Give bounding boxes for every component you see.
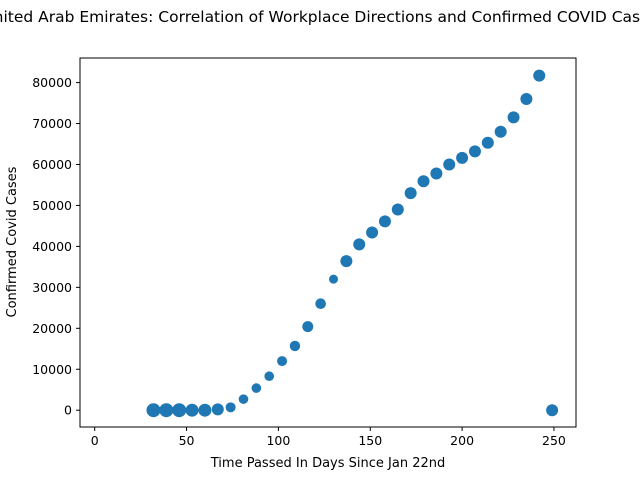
data-point xyxy=(443,158,456,171)
y-axis-ticks: 0 10000 20000 30000 40000 50000 60000 70000 8000… xyxy=(32,75,80,418)
y-tick-label: 80000 xyxy=(32,75,72,90)
x-tick-label: 200 xyxy=(450,433,474,448)
data-point xyxy=(289,340,301,352)
data-point xyxy=(146,403,161,418)
x-tick-label: 250 xyxy=(542,433,566,448)
data-points xyxy=(146,69,559,418)
data-point xyxy=(391,203,404,216)
data-point xyxy=(430,167,443,180)
y-tick-label: 40000 xyxy=(32,239,72,254)
x-tick-label: 0 xyxy=(91,433,99,448)
data-point xyxy=(264,371,275,382)
y-tick-label: 10000 xyxy=(32,362,72,377)
data-point xyxy=(494,125,507,138)
data-point xyxy=(533,69,546,82)
data-point xyxy=(456,151,469,164)
data-point xyxy=(507,111,520,124)
data-point xyxy=(315,298,326,310)
y-tick-label: 50000 xyxy=(32,198,72,213)
x-axis-ticks: 0 50 100 150 200 250 xyxy=(91,427,566,448)
data-point xyxy=(251,383,262,393)
data-point xyxy=(546,404,559,417)
data-point xyxy=(172,403,187,418)
x-tick-label: 100 xyxy=(266,433,290,448)
data-point xyxy=(302,321,314,333)
y-tick-label: 0 xyxy=(64,403,72,418)
data-point xyxy=(277,356,288,367)
x-tick-label: 50 xyxy=(179,433,195,448)
data-point xyxy=(404,187,417,200)
data-point xyxy=(366,226,379,239)
y-tick-label: 70000 xyxy=(32,116,72,131)
chart-title: United Arab Emirates: Correlation of Wor… xyxy=(0,8,640,26)
data-point xyxy=(417,175,430,188)
y-axis-label: Confirmed Covid Cases xyxy=(5,166,20,317)
y-tick-label: 20000 xyxy=(32,321,72,336)
y-tick-label: 60000 xyxy=(32,157,72,172)
data-point xyxy=(211,403,224,416)
data-point xyxy=(159,403,174,418)
data-point xyxy=(353,238,366,251)
data-point xyxy=(481,136,494,149)
x-tick-label: 150 xyxy=(358,433,382,448)
data-point xyxy=(225,402,236,413)
y-tick-label: 30000 xyxy=(32,280,72,295)
x-axis-label: Time Passed In Days Since Jan 22nd xyxy=(210,456,445,471)
data-point xyxy=(520,92,533,105)
data-point xyxy=(329,274,339,284)
data-point xyxy=(468,145,481,158)
data-point xyxy=(185,403,199,417)
data-point xyxy=(340,255,353,268)
plot-frame xyxy=(79,57,577,428)
data-point xyxy=(238,394,249,404)
data-point xyxy=(198,403,212,417)
data-point xyxy=(378,215,391,228)
